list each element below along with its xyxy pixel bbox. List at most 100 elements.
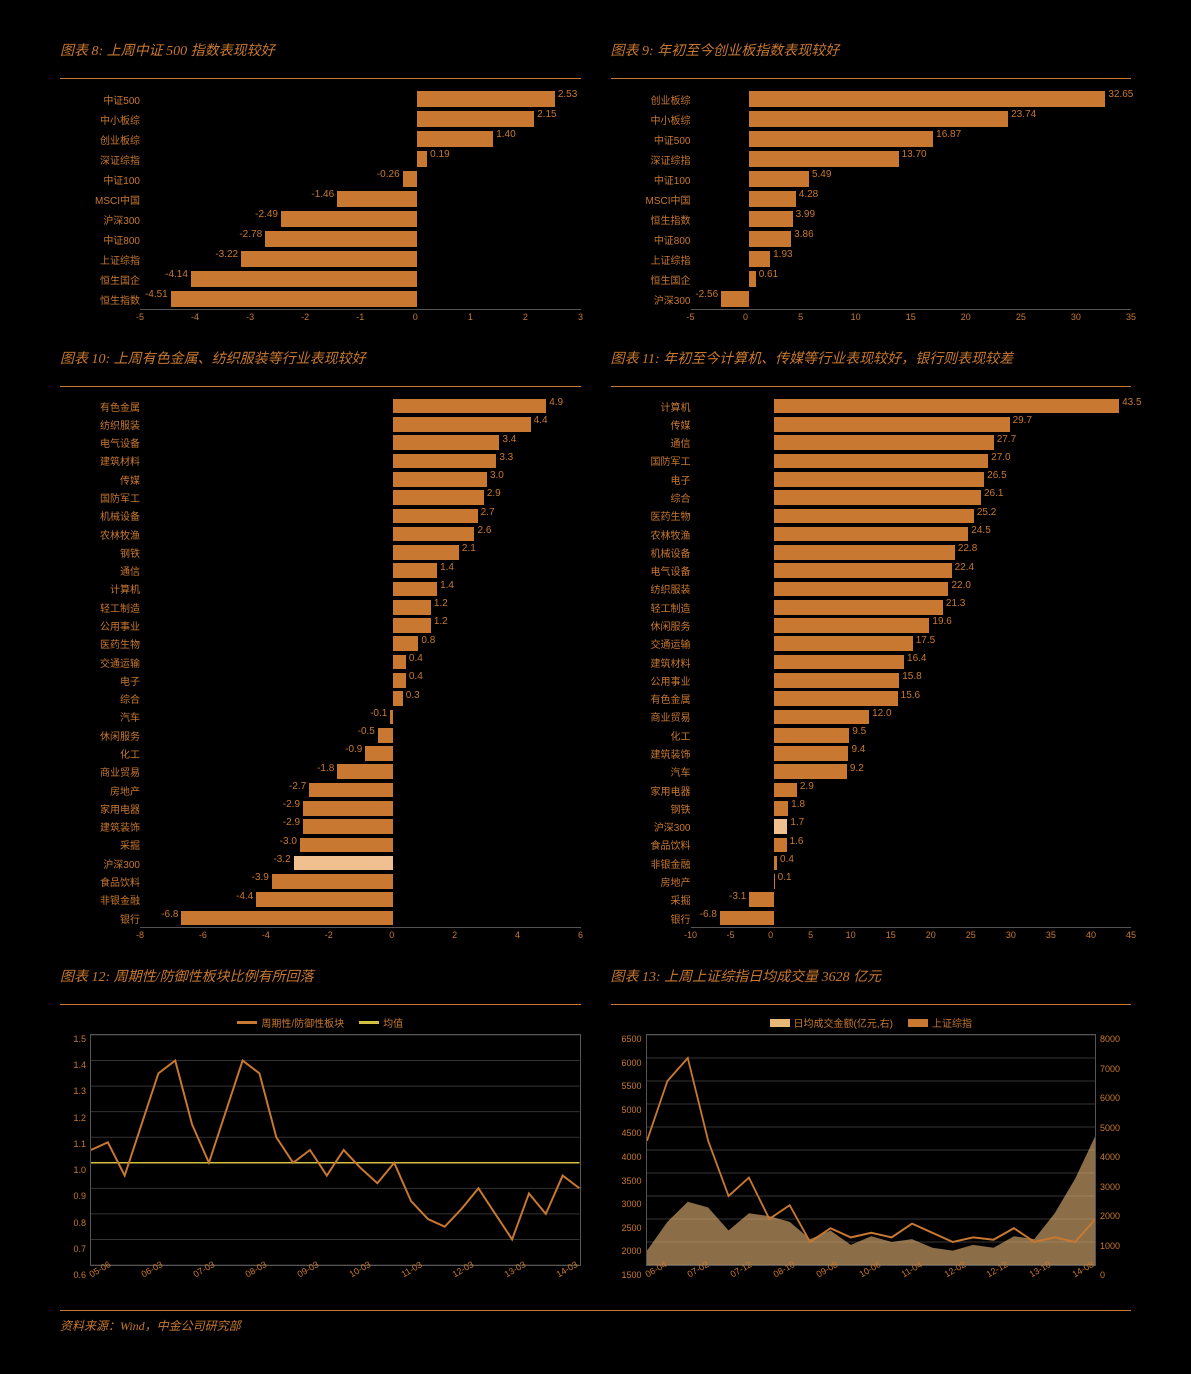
bar-row: 交通运输17.5 <box>611 635 1132 653</box>
bar-label: 非银金融 <box>60 892 144 907</box>
y-tick: 1.5 <box>73 1034 86 1044</box>
bar-track: 22.0 <box>695 580 1132 598</box>
bar-label: 机械设备 <box>611 545 695 560</box>
bar-value: 1.2 <box>434 616 448 627</box>
bar-row: 恒生国企-4.14 <box>60 269 581 289</box>
x-tick: 10 <box>846 930 856 940</box>
bar-label: 中小板综 <box>611 112 695 127</box>
bar-track: 9.5 <box>695 726 1132 744</box>
bar-fill <box>303 819 393 834</box>
bar-row: 轻工制造1.2 <box>60 598 581 616</box>
x-tick: 2 <box>523 312 528 322</box>
bar-value: 0.3 <box>406 690 420 701</box>
bar-label: 国防军工 <box>611 453 695 468</box>
bar-fill <box>393 691 402 706</box>
x-tick: 30 <box>1071 312 1081 322</box>
bar-fill <box>272 874 394 889</box>
bar-track: 1.4 <box>144 562 581 580</box>
bar-row: 电气设备3.4 <box>60 434 581 452</box>
bar-fill <box>774 563 952 578</box>
bar-track: 29.7 <box>695 415 1132 433</box>
bar-label: 家用电器 <box>60 801 144 816</box>
chart-title: 图表 10: 上周有色金属、纺织服装等行业表现较好 <box>60 348 581 387</box>
bar-value: -2.9 <box>283 799 300 810</box>
bar-row: MSCI中国4.28 <box>611 189 1132 209</box>
bar-fill <box>393 636 418 651</box>
bar-track: -4.51 <box>144 289 581 309</box>
bar-value: -2.7 <box>289 781 306 792</box>
bar-track: -1.8 <box>144 763 581 781</box>
y-tick: 0.9 <box>73 1191 86 1201</box>
bar-track: 26.1 <box>695 488 1132 506</box>
x-tick: 15 <box>886 930 896 940</box>
bar-row: 中小板综 23.74 <box>611 109 1132 129</box>
legend: 日均成交金额(亿元,右)上证综指 <box>611 1015 1132 1030</box>
y-tick: 3000 <box>621 1199 641 1209</box>
bar-fill <box>281 211 417 227</box>
bar-track: 22.8 <box>695 543 1132 561</box>
bar-track: 15.6 <box>695 690 1132 708</box>
bar-row: 建筑装饰9.4 <box>611 744 1132 762</box>
bar-fill <box>774 472 984 487</box>
bar-value: -4.14 <box>165 269 188 280</box>
bar-value: 22.4 <box>955 562 974 573</box>
bar-row: 中证800-2.78 <box>60 229 581 249</box>
bar-fill <box>393 600 430 615</box>
bar-label: 通信 <box>611 435 695 450</box>
bar-value: 0.4 <box>780 854 794 865</box>
bar-value: 16.87 <box>936 129 961 140</box>
bar-fill <box>393 399 546 414</box>
bar-row: 通信1.4 <box>60 562 581 580</box>
bar-track: 3.86 <box>695 229 1132 249</box>
bar-label: 沪深300 <box>60 212 144 227</box>
x-tick: 35 <box>1126 312 1136 322</box>
bar-track: 0.4 <box>695 854 1132 872</box>
bar-fill <box>749 191 796 207</box>
y-tick: 5000 <box>1100 1123 1120 1133</box>
bar-fill <box>774 509 974 524</box>
bar-value: 1.6 <box>790 836 804 847</box>
bar-fill <box>774 764 847 779</box>
y-tick: 7000 <box>1100 1064 1120 1074</box>
bar-row: 中证100-0.26 <box>60 169 581 189</box>
y-tick: 5000 <box>621 1105 641 1115</box>
bar-row: 恒生指数-4.51 <box>60 289 581 309</box>
bar-label: 上证综指 <box>60 252 144 267</box>
bar-value: 29.7 <box>1013 415 1032 426</box>
bar-value: 23.74 <box>1011 109 1036 120</box>
bar-value: -1.8 <box>317 763 334 774</box>
bar-track: 0.8 <box>144 635 581 653</box>
bar-label: 恒生国企 <box>611 272 695 287</box>
bar-track: 0.4 <box>144 671 581 689</box>
bar-value: 1.2 <box>434 598 448 609</box>
bar-row: 上证综指-3.22 <box>60 249 581 269</box>
bar-value: 26.1 <box>984 488 1003 499</box>
source-footer: 资料来源：Wind，中金公司研究部 <box>60 1310 1131 1334</box>
bar-track: 2.9 <box>144 488 581 506</box>
bar-label: 交通运输 <box>60 655 144 670</box>
bar-row: 房地产 -2.7 <box>60 781 581 799</box>
x-tick: -1 <box>356 312 364 322</box>
bar-fill <box>393 545 458 560</box>
bar-row: 创业板综32.65 <box>611 89 1132 109</box>
x-tick: 0 <box>389 930 394 940</box>
bar-label: 建筑材料 <box>60 453 144 468</box>
bar-value: -0.1 <box>370 708 387 719</box>
y-tick: 6500 <box>621 1034 641 1044</box>
bar-row: 恒生国企0.61 <box>611 269 1132 289</box>
bar-value: 3.4 <box>502 434 516 445</box>
bar-value: 16.4 <box>907 653 926 664</box>
chart-title: 图表 13: 上周上证综指日均成交量 3628 亿元 <box>611 966 1132 1005</box>
bar-row: 电子0.4 <box>60 671 581 689</box>
bar-track: 1.7 <box>695 817 1132 835</box>
bar-track: 4.9 <box>144 397 581 415</box>
bar-track: -0.9 <box>144 744 581 762</box>
y-tick: 0.7 <box>73 1244 86 1254</box>
bar-fill <box>309 783 393 798</box>
legend-item: 日均成交金额(亿元,右) <box>770 1015 893 1030</box>
bar-fill <box>774 691 898 706</box>
bar-fill <box>774 636 913 651</box>
bar-fill <box>774 454 988 469</box>
bar-value: -2.56 <box>695 289 718 300</box>
bar-label: 房地产 <box>60 783 144 798</box>
